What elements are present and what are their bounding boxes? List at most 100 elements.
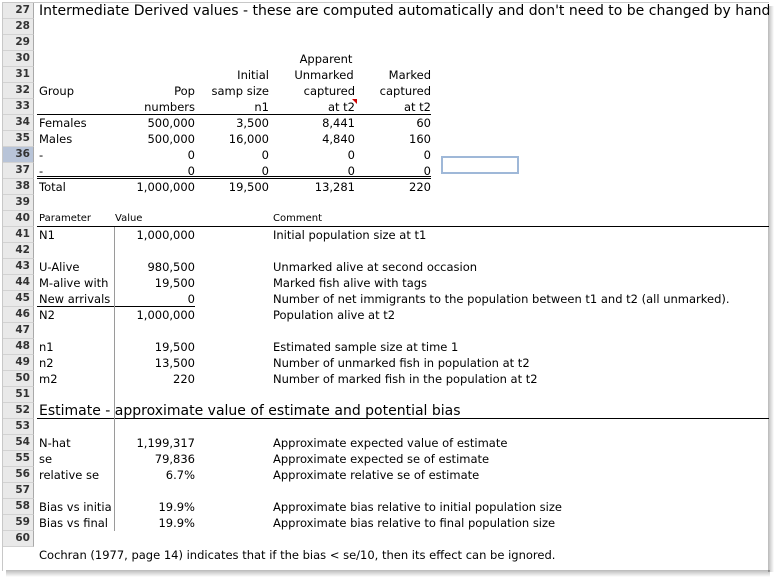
param-value[interactable]: 19,500 <box>154 276 195 290</box>
group-cell[interactable]: Females <box>39 116 87 130</box>
group-cell[interactable]: - <box>39 164 44 178</box>
comment-indicator[interactable] <box>352 99 357 104</box>
pop-cell[interactable]: 0 <box>187 164 195 178</box>
param-name[interactable]: n2 <box>39 356 54 370</box>
param-value[interactable]: 13,500 <box>154 356 195 370</box>
row-header[interactable]: 28 <box>3 19 34 35</box>
marked-cell[interactable]: 0 <box>423 148 431 162</box>
param-comment[interactable]: Number of net immigrants to the populati… <box>273 292 730 306</box>
row-header[interactable]: 54 <box>3 435 34 451</box>
row-header[interactable]: 48 <box>3 339 34 355</box>
estimate-comment[interactable]: Approximate expected value of estimate <box>273 436 508 450</box>
estimate-value[interactable]: 6.7% <box>165 468 195 482</box>
unmarked-cell[interactable]: 4,840 <box>322 132 355 146</box>
param-value[interactable]: 1,000,000 <box>136 308 195 322</box>
row-header[interactable]: 60 <box>3 531 34 547</box>
row-header[interactable]: 27 <box>3 3 34 19</box>
param-name[interactable]: M-alive with <box>39 276 109 290</box>
row-header[interactable]: 58 <box>3 499 34 515</box>
estimate-comment[interactable]: Approximate relative se of estimate <box>273 468 480 482</box>
estimate-comment[interactable]: Approximate bias relative to final popul… <box>273 516 556 530</box>
row-header[interactable]: 44 <box>3 275 34 291</box>
row-header[interactable]: 59 <box>3 515 34 531</box>
total-pop[interactable]: 1,000,000 <box>136 180 195 194</box>
row-header[interactable]: 35 <box>3 131 34 147</box>
row-header[interactable]: 30 <box>3 51 34 67</box>
row-header[interactable]: 53 <box>3 419 34 435</box>
spreadsheet-grid[interactable]: 27 28 29 30 31 32 33 34 35 36 37 38 39 40 41 42 43 44 45 46… <box>2 2 769 571</box>
row-header[interactable]: 57 <box>3 483 34 499</box>
param-comment[interactable]: Number of unmarked fish in population at… <box>273 356 530 370</box>
row-header[interactable]: 39 <box>3 195 34 211</box>
param-value[interactable]: 1,000,000 <box>136 228 195 242</box>
total-unmarked[interactable]: 13,281 <box>314 180 355 194</box>
row-header[interactable]: 34 <box>3 115 34 131</box>
row-header[interactable]: 37 <box>3 163 34 179</box>
estimate-name[interactable]: Bias vs initia <box>39 500 112 514</box>
unmarked-cell[interactable]: 8,441 <box>322 116 355 130</box>
row-header[interactable]: 31 <box>3 67 34 83</box>
row-header[interactable]: 32 <box>3 83 34 99</box>
row-header[interactable]: 45 <box>3 291 34 307</box>
samp-cell[interactable]: 16,000 <box>228 132 269 146</box>
row-header[interactable]: 52 <box>3 403 34 419</box>
estimate-value[interactable]: 79,836 <box>154 452 195 466</box>
estimate-name[interactable]: N-hat <box>39 436 71 450</box>
total-samp[interactable]: 19,500 <box>228 180 269 194</box>
marked-cell[interactable]: 0 <box>423 164 431 178</box>
estimate-comment[interactable]: Approximate bias relative to initial pop… <box>273 500 562 514</box>
marked-cell[interactable]: 60 <box>416 116 431 130</box>
row-header[interactable]: 50 <box>3 371 34 387</box>
row-header[interactable]: 46 <box>3 307 34 323</box>
param-value[interactable]: 0 <box>187 292 195 306</box>
param-comment[interactable]: Number of marked fish in the population … <box>273 372 538 386</box>
selected-cell[interactable] <box>441 156 519 174</box>
param-value[interactable]: 19,500 <box>154 340 195 354</box>
param-name[interactable]: n1 <box>39 340 54 354</box>
row-header[interactable]: 33 <box>3 99 34 115</box>
samp-cell[interactable]: 3,500 <box>236 116 269 130</box>
total-marked[interactable]: 220 <box>409 180 431 194</box>
row-header[interactable]: 29 <box>3 35 34 51</box>
param-name[interactable]: N2 <box>39 308 55 322</box>
pop-cell[interactable]: 500,000 <box>147 132 195 146</box>
group-cell[interactable]: Males <box>39 132 73 146</box>
row-header[interactable]: 51 <box>3 387 34 403</box>
row-header[interactable]: 55 <box>3 451 34 467</box>
param-name[interactable]: N1 <box>39 228 55 242</box>
estimate-value[interactable]: 19.9% <box>158 516 195 530</box>
param-comment[interactable]: Marked fish alive with tags <box>273 276 428 290</box>
samp-cell[interactable]: 0 <box>261 148 269 162</box>
estimate-name[interactable]: Bias vs final <box>39 516 109 530</box>
samp-cell[interactable]: 0 <box>261 164 269 178</box>
estimate-comment[interactable]: Approximate expected se of estimate <box>273 452 490 466</box>
param-value[interactable]: 980,500 <box>147 260 195 274</box>
estimate-name[interactable]: se <box>39 452 53 466</box>
pop-cell[interactable]: 500,000 <box>147 116 195 130</box>
estimate-value[interactable]: 19.9% <box>158 500 195 514</box>
marked-cell[interactable]: 160 <box>409 132 431 146</box>
row-header[interactable]: 47 <box>3 323 34 339</box>
param-value[interactable]: 220 <box>173 372 195 386</box>
unmarked-cell[interactable]: 0 <box>347 164 355 178</box>
param-comment[interactable]: Estimated sample size at time 1 <box>273 340 459 354</box>
param-comment[interactable]: Initial population size at t1 <box>273 228 427 242</box>
row-header[interactable]: 38 <box>3 179 34 195</box>
row-header[interactable]: 41 <box>3 227 34 243</box>
estimate-value[interactable]: 1,199,317 <box>136 436 195 450</box>
param-name[interactable]: m2 <box>39 372 58 386</box>
param-name[interactable]: New arrivals <box>39 292 111 306</box>
group-cell[interactable]: - <box>39 148 44 162</box>
row-header[interactable]: 56 <box>3 467 34 483</box>
param-comment[interactable]: Unmarked alive at second occasion <box>273 260 478 274</box>
row-header[interactable]: 40 <box>3 211 34 227</box>
param-comment[interactable]: Population alive at t2 <box>273 308 396 322</box>
unmarked-cell[interactable]: 0 <box>347 148 355 162</box>
row-header[interactable]: 49 <box>3 355 34 371</box>
param-name[interactable]: U-Alive <box>39 260 80 274</box>
row-header[interactable]: 42 <box>3 243 34 259</box>
estimate-name[interactable]: relative se <box>39 468 100 482</box>
row-header[interactable]: 36 <box>3 147 34 163</box>
pop-cell[interactable]: 0 <box>187 148 195 162</box>
row-header[interactable]: 43 <box>3 259 34 275</box>
